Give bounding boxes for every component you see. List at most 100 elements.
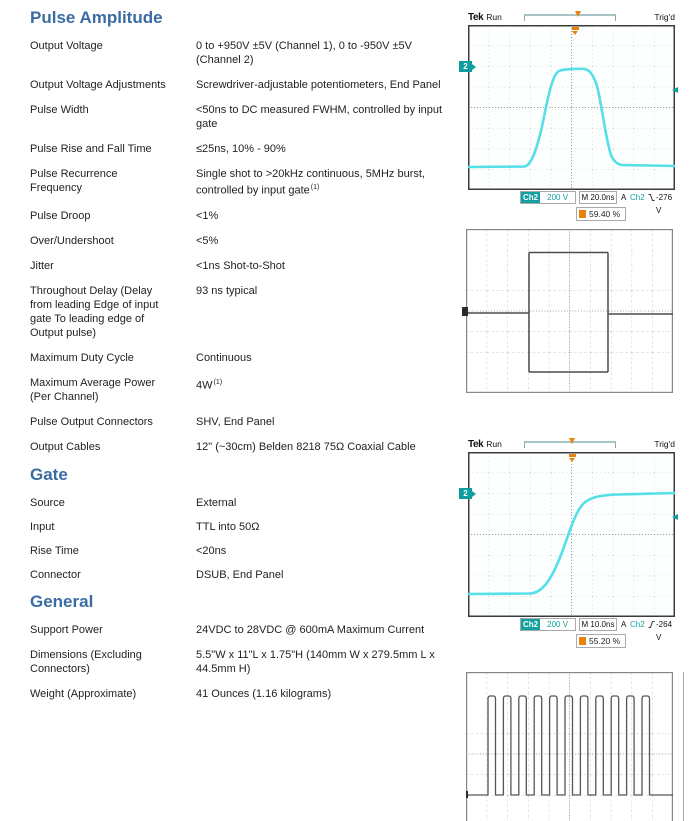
spec-value-text: SHV, End Panel [196, 415, 275, 428]
spec-label: Source [30, 496, 65, 509]
trigger-source: Ch2 [630, 620, 645, 629]
spec-row: Weight (Approximate) 41 Ounces (1.16 kil… [30, 687, 454, 701]
burst-waveform-plot [466, 672, 673, 821]
spec-row: Support Power 24VDC to 28VDC @ 600mA Max… [30, 623, 454, 637]
channel-chip: Ch2 [521, 619, 541, 630]
scope-header: Tek Run Trig'd [468, 11, 675, 25]
section-title-general: General [30, 591, 94, 611]
channel-number: 2 [463, 489, 468, 498]
spec-value: Single shot to >20kHz continuous, 5MHz b… [196, 167, 444, 198]
channel-number: 2 [463, 62, 468, 71]
acquisition-status: Run [486, 439, 502, 449]
scope-graticule [466, 672, 673, 821]
trigger-marker-icon [579, 637, 586, 645]
scope-header: Tek Run Trig'd [468, 438, 675, 452]
spec-value: 4W(1) [196, 376, 444, 404]
time-per-div: M 20.0ns [579, 191, 617, 204]
spec-value-text: <1% [196, 209, 219, 222]
spec-value-text: <5% [196, 234, 219, 247]
horizontal-position-bracket [523, 438, 616, 448]
spec-row: Maximum Average Power (Per Channel) 4W(1… [30, 376, 454, 404]
spec-value-text: <1ns Shot-to-Shot [196, 259, 285, 272]
vertical-scale-box: Ch2 200 V [520, 618, 577, 631]
duty-cycle-readout: 59.40 % [576, 207, 627, 221]
spec-row: Input TTL into 50Ω [30, 520, 454, 534]
trigger-position-marker [574, 11, 581, 17]
spec-label: Jitter [30, 259, 54, 272]
spec-value: 5.5"W x 11"L x 1.75"H (140mm W x 279.5mm… [196, 648, 444, 676]
trigger-point-marker [569, 454, 576, 462]
trigger-level-arrow [672, 87, 678, 93]
falling-edge-icon [648, 194, 655, 201]
spec-value: Continuous [196, 351, 444, 365]
spec-row: Rise Time <20ns [30, 544, 454, 558]
spec-value-text: Continuous [196, 351, 252, 364]
spec-value-text: 5.5"W x 11"L x 1.75"H (140mm W x 279.5mm… [196, 648, 435, 675]
spec-label: Pulse Output Connectors [30, 415, 153, 428]
trigger-level-arrow [672, 514, 678, 520]
spec-value: TTL into 50Ω [196, 520, 444, 534]
trigger-level: -264 V [656, 620, 673, 642]
figure-edge-line [683, 672, 684, 821]
spec-value-text: <50ns to DC measured FWHM, controlled by… [196, 104, 443, 130]
spec-value-text: ≤25ns, 10% - 90% [196, 143, 286, 155]
spec-row: Dimensions (Excluding Connectors) 5.5"W … [30, 648, 454, 676]
spec-row: Over/Undershoot <5% [30, 234, 454, 248]
spec-label: Pulse Droop [30, 209, 91, 222]
square-waveform-plot [466, 229, 674, 394]
spec-row: Pulse Rise and Fall Time ≤25ns, 10% - 90… [30, 142, 454, 156]
spec-label: Pulse Recurrence Frequency [30, 168, 118, 194]
spec-value: <1ns Shot-to-Shot [196, 259, 444, 273]
tek-logo: Tek [468, 439, 484, 450]
trigger-source: Ch2 [630, 193, 645, 202]
spec-value-text: TTL into 50Ω [196, 520, 260, 533]
spec-value-text: 41 Ounces (1.16 kilograms) [196, 687, 332, 700]
spec-label: Output Voltage Adjustments [30, 79, 166, 91]
oscilloscope-screenshot-pulse: Tek Run Trig'd 2 Ch2 200 V M 20.0ns A [458, 11, 690, 223]
spec-value: <50ns to DC measured FWHM, controlled by… [196, 103, 444, 131]
scope-graticule [462, 229, 674, 394]
channel-2-marker: 2 [459, 488, 476, 499]
spec-value: 41 Ounces (1.16 kilograms) [196, 687, 444, 701]
spec-label: Support Power [30, 623, 103, 636]
spec-value-text: 93 ns typical [196, 284, 258, 297]
acquisition-mode: A [621, 193, 627, 202]
spec-value-text: 0 to +950V ±5V (Channel 1), 0 to -950V ±… [196, 40, 413, 66]
oscilloscope-screenshot-rise: Tek Run Trig'd 2 Ch2 200 V M 10.0ns A [458, 438, 690, 650]
footnote-marker: (1) [310, 184, 320, 191]
spec-value: 93 ns typical [196, 284, 444, 340]
spec-value-text: DSUB, End Panel [196, 568, 284, 581]
acquisition-status: Run [486, 12, 502, 22]
scope-readout-bar: Ch2 200 V M 20.0ns A Ch2 -276 V [468, 191, 675, 215]
scope-readout-bar: Ch2 200 V M 10.0ns A Ch2 -264 V [468, 618, 675, 642]
spec-label: Weight (Approximate) [30, 687, 137, 700]
spec-row: Pulse Output Connectors SHV, End Panel [30, 415, 454, 429]
spec-row: Output Voltage Adjustments Screwdriver-a… [30, 78, 454, 92]
channel-1-marker [462, 307, 468, 316]
channel-chip: Ch2 [521, 192, 541, 203]
spec-row: Pulse Droop <1% [30, 209, 454, 223]
section-title-gate: Gate [30, 464, 68, 484]
spec-value-text: 4W [196, 379, 213, 392]
spec-value-text: 12" (~30cm) Belden 8218 75Ω Coaxial Cabl… [196, 440, 416, 453]
duty-cycle-value: 59.40 % [589, 209, 621, 219]
spec-row: Output Cables 12" (~30cm) Belden 8218 75… [30, 440, 454, 454]
channel-2-marker: 2 [459, 61, 476, 72]
rise-waveform-plot [466, 452, 677, 617]
time-per-div: M 10.0ns [579, 618, 617, 631]
footnote-marker: (1) [213, 378, 223, 386]
oscilloscope-screenshot-burst [458, 672, 690, 821]
spec-label: Over/Undershoot [30, 234, 114, 247]
spec-value-text: External [196, 496, 237, 509]
spec-label: Maximum Average Power (Per Channel) [30, 376, 156, 403]
oscilloscope-screenshot-square [458, 229, 690, 394]
trigger-status: Trig'd [654, 12, 675, 22]
spec-value: 24VDC to 28VDC @ 600mA Maximum Current [196, 623, 444, 637]
scope-graticule: 2 [459, 452, 678, 617]
acquisition-mode: A [621, 620, 627, 629]
spec-value: DSUB, End Panel [196, 568, 444, 582]
volts-per-div: 200 V [547, 620, 569, 629]
spec-value: Screwdriver-adjustable potentiometers, E… [196, 78, 444, 92]
spec-value: <5% [196, 234, 444, 248]
duty-cycle-readout: 55.20 % [576, 634, 627, 648]
